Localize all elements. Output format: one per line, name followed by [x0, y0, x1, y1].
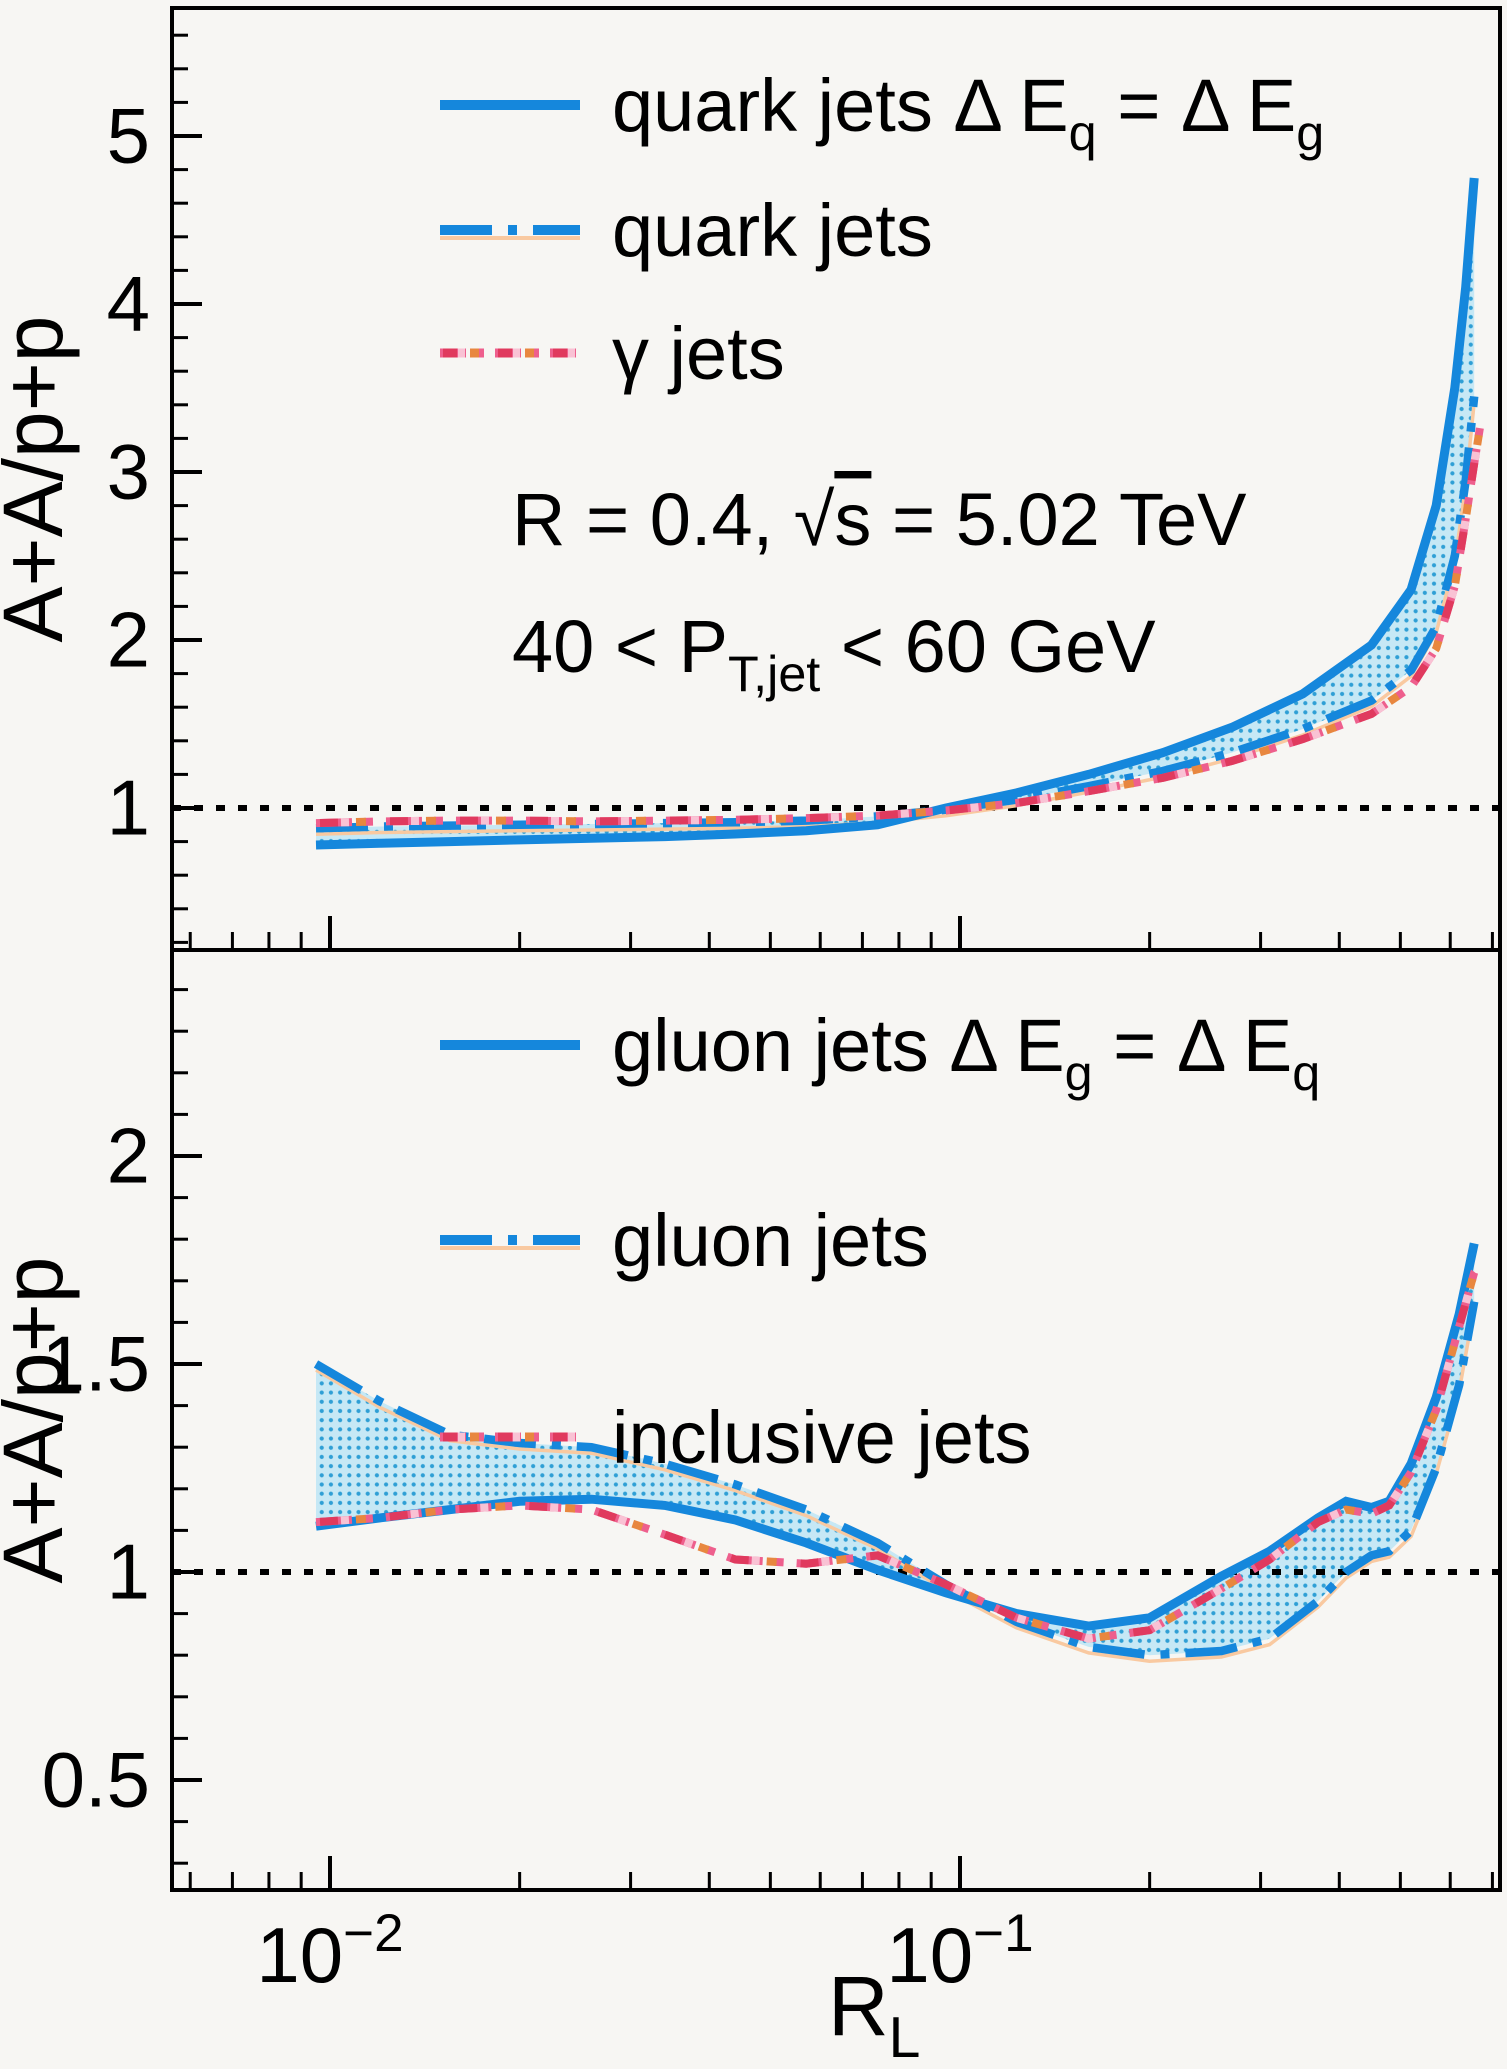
top-y-axis-ticks — [172, 33, 202, 944]
bottom-legend-item-3: inclusive jets — [440, 1396, 1032, 1479]
bottom-legend-item-1: gluon jets Δ Eg = Δ Eq — [440, 1004, 1320, 1101]
top-y-tick-label-4: 4 — [107, 260, 150, 348]
bottom-legend-marker-2 — [440, 1235, 580, 1250]
bottom-legend: gluon jets Δ Eg = Δ Eq gluon jets inclusiv… — [440, 1004, 1320, 1479]
bottom-y-tick-label-0.5: 0.5 — [42, 1736, 150, 1824]
top-legend-marker-2 — [440, 225, 580, 240]
top-legend-label-3: γ jets — [612, 312, 785, 395]
top-legend-label-2: quark jets — [612, 189, 933, 272]
x-tick-label-1: 10−2 — [256, 1904, 403, 1999]
bottom-curve-dashed-blue-peach-underlay — [315, 1307, 1476, 1663]
bottom-frame — [170, 948, 1502, 1892]
x-axis-title: RL — [828, 1959, 920, 2069]
top-annotation-1: R = 0.4, √s = 5.02 TeV — [512, 478, 1247, 561]
bottom-curve-dashdot-pink-pink — [315, 1261, 1484, 1643]
bottom-y-axis-title: A+A/p+p — [0, 1257, 80, 1584]
top-legend-item-3: γ jets — [440, 312, 785, 395]
bottom-legend-label-2: gluon jets — [612, 1199, 929, 1282]
bottom-y-tick-label-1.5: 1.5 — [42, 1320, 150, 1408]
top-x-axis-ticks — [188, 916, 1494, 950]
top-legend: quark jets Δ Eq = Δ Eg quark jets γ jets — [440, 64, 1324, 395]
x-tick-label-2: 10−1 — [886, 1904, 1033, 1999]
x-axis-labels: 10−2 10−1RL — [256, 1904, 1033, 2069]
bottom-curve-dashdot-pink — [315, 1261, 1484, 1643]
bottom-legend-label-1: gluon jets Δ Eg = Δ Eq — [612, 1004, 1320, 1101]
top-curve-dashdot-pink-crimson — [315, 424, 1485, 828]
bottom-x-axis-ticks — [188, 1856, 1494, 1890]
top-y-tick-label-5: 5 — [107, 92, 150, 180]
bottom-legend-label-3: inclusive jets — [612, 1396, 1032, 1479]
top-legend-item-1: quark jets Δ Eq = Δ Eg — [440, 64, 1324, 161]
top-annotation-2: 40 < PT,jet < 60 GeV — [512, 605, 1156, 702]
top-curve-dashdot-pink-pale — [315, 424, 1485, 828]
top-curve-solid-blue-line — [315, 177, 1479, 850]
top-y-tick-label-3: 3 — [107, 428, 150, 516]
top-curve-solid-blue — [315, 177, 1479, 850]
top-curve-dashdot-pink — [315, 424, 1485, 828]
top-y-tick-label-1: 1 — [107, 764, 150, 852]
bottom-curve-dashed-blue — [313, 1300, 1479, 1663]
bottom-y-tick-label-1: 1 — [107, 1528, 150, 1616]
top-legend-item-2: quark jets — [440, 189, 933, 272]
top-y-axis-title: A+A/p+p — [0, 316, 80, 643]
top-legend-label-1: quark jets Δ Eq = Δ Eg — [612, 64, 1324, 161]
top-y-tick-label-2: 2 — [107, 596, 150, 684]
bottom-y-tick-label-2: 2 — [107, 1112, 150, 1200]
bottom-legend-item-2: gluon jets — [440, 1199, 929, 1282]
bottom-y-axis-ticks — [172, 988, 202, 1865]
